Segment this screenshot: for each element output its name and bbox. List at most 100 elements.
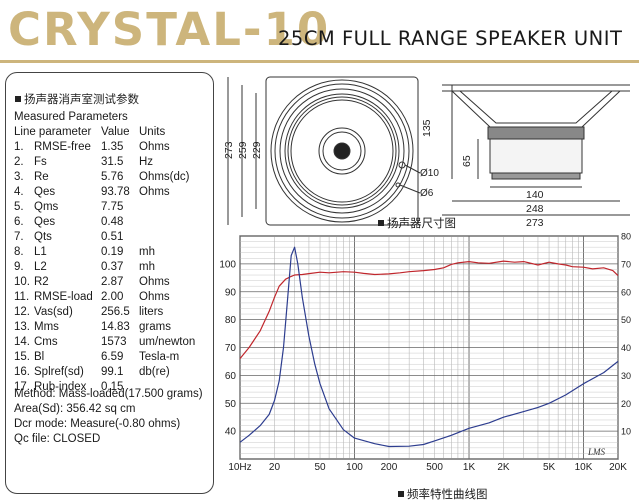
param-name: RMSE-free — [34, 141, 91, 153]
side-back-plate — [491, 172, 581, 180]
param-name: Fs — [34, 156, 47, 168]
param-value: 14.83 — [101, 321, 130, 333]
x-axis-tick-label: 2K — [497, 462, 510, 473]
param-number: 8. — [14, 246, 24, 258]
param-unit: db(re) — [139, 366, 170, 378]
param-name: Vas(sd) — [34, 306, 73, 318]
left-axis-tick-label: 50 — [225, 399, 237, 410]
param-value: 1.35 — [101, 141, 124, 153]
param-name: Mms — [34, 321, 59, 333]
parameter-row: 11. RMSE-load 2.00 Ohms — [6, 291, 213, 306]
drawing-caption-text: 扬声器尺寸图 — [387, 218, 456, 230]
right-axis-tick-label: 50 — [621, 315, 631, 325]
param-name: Qes — [34, 216, 56, 228]
param-value: 0.51 — [101, 231, 124, 243]
param-number: 3. — [14, 171, 24, 183]
param-number: 1. — [14, 141, 24, 153]
front-ring-4 — [287, 96, 397, 206]
front-outer-ring — [270, 79, 414, 223]
left-axis-tick-label: 70 — [225, 343, 237, 354]
parameter-row: 8. L1 0.19 mh — [6, 246, 213, 261]
param-value: 93.78 — [101, 186, 130, 198]
note-qc-file: Qc file: CLOSED — [14, 433, 101, 445]
parameter-title-cn: 扬声器消声室测试参数 — [15, 91, 139, 107]
parameter-row: 16. Splref(sd) 99.1 db(re) — [6, 366, 213, 381]
dim-229-label: 229 — [251, 141, 263, 159]
frequency-response-chart: 40 50 60 70 80 90 100 10 20 30 40 50 60 70 80 10Hz 20 50 1… — [219, 232, 631, 474]
x-axis-tick-label: 200 — [381, 462, 398, 473]
param-unit: grams — [139, 321, 171, 333]
left-axis-tick-label: 90 — [225, 287, 237, 298]
x-axis-tick-label: 50 — [314, 462, 326, 473]
param-value: 99.1 — [101, 366, 124, 378]
drawing-caption: 扬声器尺寸图 — [378, 215, 456, 231]
parameter-row: 3. Re 5.76 Ohms(dc) — [6, 171, 213, 186]
note-method: Method: Mass-loaded(17.500 grams) — [14, 388, 203, 400]
x-axis-tick-label: 10Hz — [228, 462, 251, 473]
parameter-row: 7. Qts 0.51 — [6, 231, 213, 246]
side-top-plate — [487, 126, 585, 140]
parameter-row: 1. RMSE-free 1.35 Ohms — [6, 141, 213, 156]
param-number: 10. — [14, 276, 30, 288]
side-cone-inner — [459, 90, 613, 124]
front-surround — [279, 88, 405, 214]
param-unit: Ohms — [139, 291, 170, 303]
param-number: 17. — [14, 381, 30, 393]
front-dust-cap — [322, 131, 362, 171]
param-name: Splref(sd) — [34, 366, 84, 378]
lms-watermark: LMS — [587, 447, 606, 457]
param-name: Qms — [34, 201, 59, 213]
param-number: 5. — [14, 201, 24, 213]
param-number: 16. — [14, 366, 30, 378]
parameter-row: 6. Qes 0.48 — [6, 216, 213, 231]
param-name: RMSE-load — [34, 291, 93, 303]
hole-leader-2 — [399, 184, 421, 194]
param-number: 11. — [14, 291, 30, 303]
note-area: Area(Sd): 356.42 sq cm — [14, 403, 136, 415]
hole-leader-1 — [404, 164, 421, 174]
parameter-row: 17. Rub-index 0.15 — [6, 381, 213, 396]
front-dust-cap-ring — [318, 127, 366, 175]
dim-65-label: 65 — [461, 155, 473, 167]
param-value: 6.59 — [101, 351, 124, 363]
x-axis-tick-label: 20K — [609, 462, 627, 473]
dim-259-label: 259 — [237, 141, 249, 159]
param-unit: Ohms(dc) — [139, 171, 190, 183]
param-unit: Hz — [139, 156, 154, 168]
front-view-drawing — [227, 76, 421, 226]
dim-248-label: 248 — [526, 203, 544, 215]
bullet-square-icon — [15, 96, 21, 102]
impedance-series-line — [239, 246, 619, 448]
param-unit: um/newton — [139, 336, 196, 348]
parameter-panel: 扬声器消声室测试参数 Measured Parameters Line para… — [5, 72, 214, 494]
param-name: Re — [34, 171, 49, 183]
param-value: 0.19 — [101, 246, 124, 258]
parameter-row: 10. R2 2.87 Ohms — [6, 276, 213, 291]
hole-dia-6-label: Ø6 — [420, 188, 434, 199]
param-value: 0.48 — [101, 216, 124, 228]
parameter-row: 5. Qms 7.75 — [6, 201, 213, 216]
param-unit: Ohms — [139, 141, 170, 153]
left-axis-tick-label: 40 — [225, 427, 237, 438]
front-ring-5 — [290, 99, 394, 203]
param-number: 6. — [14, 216, 24, 228]
x-axis-tick-label: 1K — [463, 462, 476, 473]
column-header-value: Value — [101, 126, 130, 138]
left-axis-tick-label: 60 — [225, 371, 237, 382]
param-unit: Ohms — [139, 276, 170, 288]
right-axis-tick-label: 40 — [621, 343, 631, 353]
parameter-title: Measured Parameters — [14, 111, 128, 123]
param-name: Cms — [34, 336, 58, 348]
header: CRYSTAL-10 25CM FULL RANGE SPEAKER UNIT — [0, 0, 639, 63]
bullet-square-icon — [378, 220, 384, 226]
dim-135-label: 135 — [421, 119, 433, 137]
param-value: 0.37 — [101, 261, 124, 273]
product-subtitle: 25CM FULL RANGE SPEAKER UNIT — [278, 27, 623, 50]
param-number: 4. — [14, 186, 24, 198]
param-number: 15. — [14, 351, 30, 363]
chart-caption: 频率特性曲线图 — [398, 486, 488, 502]
right-axis-tick-label: 60 — [621, 287, 631, 297]
front-ring-3 — [284, 93, 400, 209]
brand-title: CRYSTAL-10 — [8, 3, 331, 56]
param-value: 2.00 — [101, 291, 124, 303]
